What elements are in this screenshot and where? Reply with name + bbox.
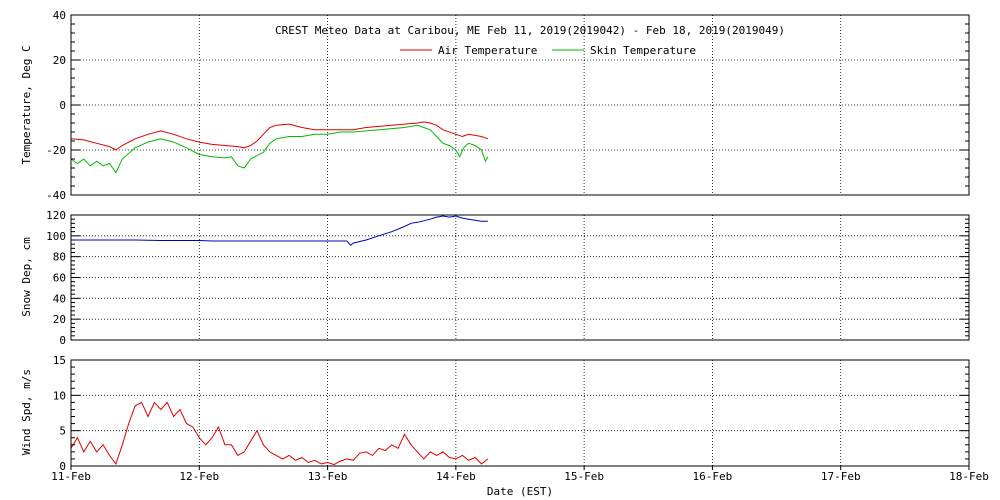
temperature-panel-frame	[70, 14, 970, 196]
wind-speed-panel-frame	[70, 359, 970, 467]
x-axis-label: Date (EST)	[487, 485, 553, 498]
snow-depth-series-line-0	[71, 215, 488, 246]
frame-layer	[70, 14, 970, 470]
x-tick-label: 14-Feb	[436, 470, 476, 483]
y-tick-label: 5	[59, 425, 66, 438]
legend-skin-label: Skin Temperature	[590, 44, 696, 57]
chart-title: CREST Meteo Data at Caribou, ME Feb 11, …	[275, 24, 785, 37]
x-tick-label: 13-Feb	[308, 470, 348, 483]
temperature-y-label: Temperature, Deg C	[20, 45, 33, 164]
y-tick-label: 40	[53, 9, 66, 22]
x-tick-label: 11-Feb	[51, 470, 91, 483]
snow-depth-panel-frame	[70, 214, 970, 341]
y-tick-label: 0	[59, 99, 66, 112]
wind-speed-y-label: Wind Spd, m/s	[20, 369, 33, 455]
x-tick-label: 15-Feb	[564, 470, 604, 483]
legend-air-label: Air Temperature	[438, 44, 537, 57]
series-layer	[70, 121, 489, 466]
y-tick-label: -20	[46, 144, 66, 157]
y-tick-label: 20	[53, 54, 66, 67]
x-tick-label: 17-Feb	[821, 470, 861, 483]
y-tick-label: 15	[53, 354, 66, 367]
y-tick-label: 100	[46, 230, 66, 243]
x-tick-label: 12-Feb	[179, 470, 219, 483]
y-tick-label: -40	[46, 189, 66, 202]
snow-depth-y-label: Snow Dep, cm	[20, 237, 33, 317]
temperature-series-line-0	[70, 121, 489, 151]
grid-layer	[71, 15, 969, 466]
y-tick-label: 0	[59, 334, 66, 347]
y-tick-label: 10	[53, 389, 66, 402]
temperature-series-line-1	[70, 124, 489, 174]
y-tick-label: 80	[53, 251, 66, 264]
y-tick-label: 60	[53, 272, 66, 285]
wind-speed-series-line-0	[70, 401, 489, 466]
tick-labels-layer: -40 -20 0 20 40 0 20 40 60 80 100 120 0 5 10 15 11-Feb 12…	[46, 9, 989, 483]
x-tick-label: 18-Feb	[949, 470, 989, 483]
y-tick-label: 20	[53, 313, 66, 326]
text-layer: CREST Meteo Data at Caribou, ME Feb 11, …	[20, 24, 785, 498]
y-tick-label: 0	[59, 460, 66, 473]
y-tick-label: 40	[53, 292, 66, 305]
y-tick-label: 120	[46, 209, 66, 222]
x-tick-label: 16-Feb	[693, 470, 733, 483]
